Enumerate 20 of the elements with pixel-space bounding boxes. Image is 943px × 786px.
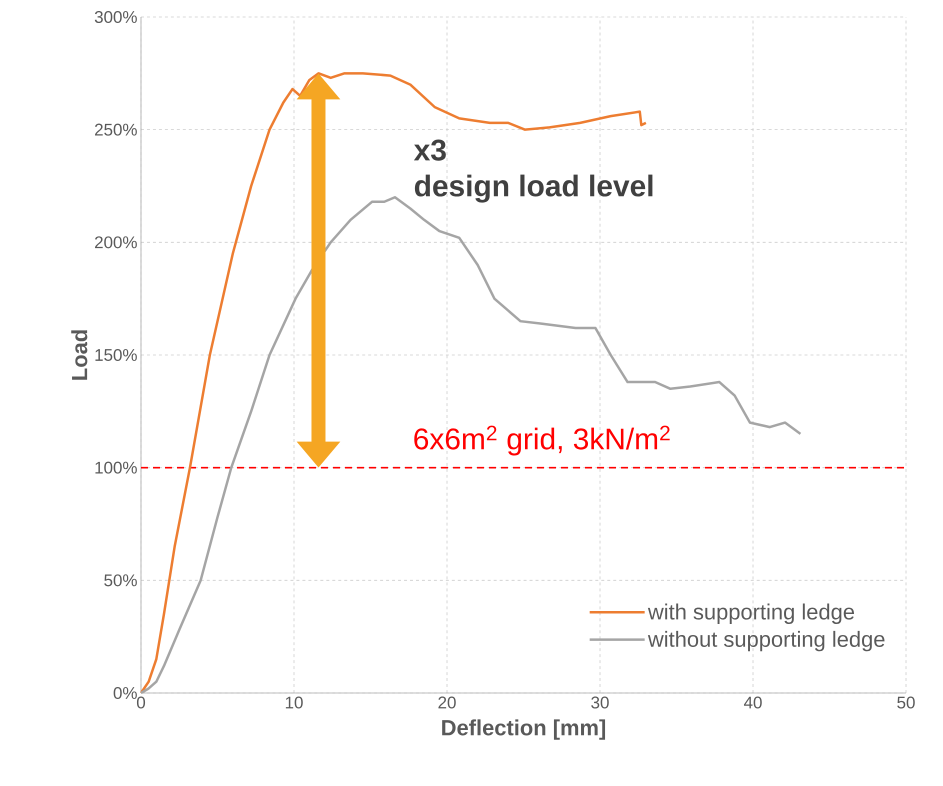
x-tick-label: 0 <box>136 696 146 709</box>
legend-label: without supporting ledge <box>648 630 884 652</box>
ref-line-label: 6x6m$^{2}$ grid, 3kN/m$^{2}$ <box>414 426 670 456</box>
x-axis-title: Deflection [mm] <box>442 719 606 740</box>
x-tick-label: 20 <box>438 696 456 709</box>
y-tick-label: 0% <box>114 687 137 700</box>
y-tick-label: 100% <box>95 462 137 474</box>
x-tick-label: 30 <box>591 696 609 709</box>
x-tick-label: 50 <box>897 696 915 709</box>
x-tick-label: 40 <box>744 696 762 709</box>
annotation: x3 <box>414 140 446 161</box>
y-tick-label: 50% <box>104 574 137 586</box>
y-tick-label: 150% <box>95 349 137 361</box>
y-tick-label: 200% <box>95 236 137 248</box>
y-tick-label: 250% <box>95 124 137 136</box>
y-tick-label: 300% <box>94 10 137 23</box>
legend-label: with supporting ledge <box>648 604 854 624</box>
y-axis-title: Load <box>71 330 88 380</box>
x-tick-label: 10 <box>286 696 303 709</box>
annotation: design load level <box>414 174 652 203</box>
